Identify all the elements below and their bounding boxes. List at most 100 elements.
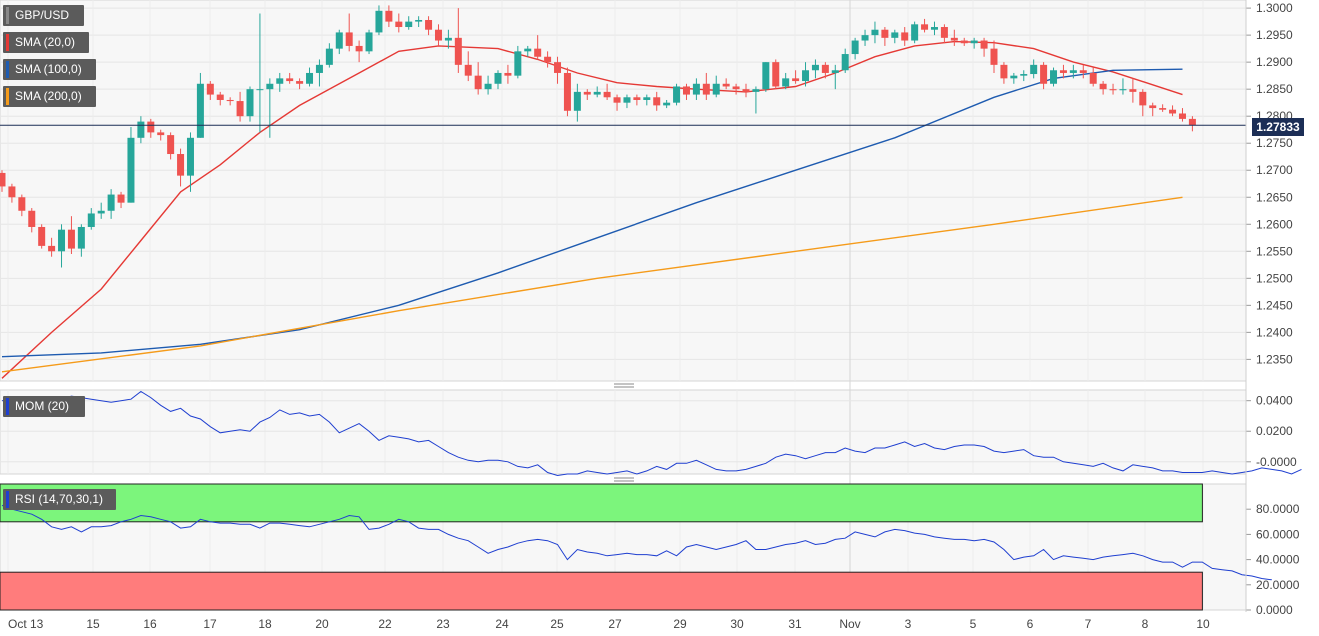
price-tick-label: 1.2400 xyxy=(1256,325,1293,339)
candle-body xyxy=(901,32,909,41)
candle-body xyxy=(345,32,353,46)
candle-body xyxy=(276,78,284,84)
candle-body xyxy=(1000,64,1008,79)
candle xyxy=(891,29,899,44)
mom-tick-label: -0.0000 xyxy=(1256,455,1297,469)
candle xyxy=(583,89,591,100)
legend-sma200[interactable]: SMA (200,0) xyxy=(3,86,96,107)
candle-body xyxy=(484,83,492,90)
candle xyxy=(256,13,264,133)
candle xyxy=(554,56,562,84)
candle-body xyxy=(831,70,839,73)
candle xyxy=(1109,83,1117,95)
legend-mom[interactable]: MOM (20) xyxy=(3,396,85,417)
candle xyxy=(1178,108,1186,122)
candle-body xyxy=(970,40,978,44)
panel-background-1 xyxy=(0,0,1247,382)
candle-body xyxy=(405,21,413,28)
legend-symbol[interactable]: GBP/USD xyxy=(3,5,84,26)
candle xyxy=(663,99,671,109)
candle-body xyxy=(653,97,661,106)
legend-sma20[interactable]: SMA (20,0) xyxy=(3,32,89,53)
x-tick-label: 27 xyxy=(608,617,622,631)
candle xyxy=(464,51,472,82)
candle xyxy=(157,129,165,141)
rsi-tick-label: 20.0000 xyxy=(1256,578,1300,592)
rsi-line xyxy=(1,504,1272,581)
legend-swatch xyxy=(6,491,9,508)
candle-body xyxy=(246,89,254,117)
candle xyxy=(1020,70,1028,82)
price-tick-label: 1.2550 xyxy=(1256,244,1293,258)
candle-body xyxy=(950,37,958,41)
candle xyxy=(673,83,681,106)
candle xyxy=(1099,81,1107,95)
candle xyxy=(504,64,512,84)
x-tick-label: 3 xyxy=(905,617,912,631)
x-tick-label: 8 xyxy=(1142,617,1149,631)
candle-body xyxy=(1099,83,1107,90)
candle xyxy=(206,81,214,100)
candle-body xyxy=(821,64,829,73)
candle-body xyxy=(315,64,323,73)
candle xyxy=(901,27,909,46)
candle xyxy=(940,24,948,44)
x-tick-label: Nov xyxy=(839,617,860,631)
candle-body xyxy=(464,64,472,76)
candle-body xyxy=(296,81,304,84)
x-tick-label: 22 xyxy=(378,617,392,631)
rsi-oversold-zone xyxy=(0,571,1203,611)
candle-body xyxy=(355,45,363,52)
rsi-tick-label: 40.0000 xyxy=(1256,553,1300,567)
candle xyxy=(444,29,452,49)
rsi-overbought-zone xyxy=(0,483,1203,523)
candle xyxy=(524,45,532,57)
candle-body xyxy=(712,83,720,95)
candle xyxy=(296,78,304,90)
candle xyxy=(177,148,185,187)
candle xyxy=(921,18,929,33)
candle-body xyxy=(38,226,46,246)
candle xyxy=(236,91,244,122)
candle xyxy=(127,127,135,203)
candle-body xyxy=(732,86,740,90)
candle-body xyxy=(177,154,185,176)
candle-body xyxy=(256,89,264,91)
candle xyxy=(58,224,66,268)
candle xyxy=(534,35,542,60)
candle-body xyxy=(752,89,760,92)
candle xyxy=(633,94,641,106)
candle xyxy=(345,13,353,52)
candle-body xyxy=(841,54,849,71)
candle xyxy=(484,75,492,95)
candle-body xyxy=(623,97,631,103)
candle xyxy=(167,132,175,160)
legend-sma100[interactable]: SMA (100,0) xyxy=(3,59,96,80)
candle xyxy=(375,5,383,36)
price-tick-label: 1.2350 xyxy=(1256,352,1293,366)
candle-body xyxy=(980,40,988,49)
candle xyxy=(434,24,442,46)
x-tick-label: Oct 13 xyxy=(8,617,44,631)
candle xyxy=(802,62,810,87)
x-tick-label: 20 xyxy=(315,617,329,631)
legend-swatch xyxy=(6,61,9,78)
candle xyxy=(18,194,26,217)
candle xyxy=(355,40,363,63)
candle-body xyxy=(583,91,591,95)
candle-body xyxy=(77,226,85,249)
candle-body xyxy=(325,48,333,65)
candle-body xyxy=(1030,64,1038,75)
candle xyxy=(1059,64,1067,79)
candle xyxy=(1188,116,1196,132)
legend-rsi[interactable]: RSI (14,70,30,1) xyxy=(3,489,116,510)
candle-body xyxy=(593,91,601,95)
candle xyxy=(196,72,204,138)
candle xyxy=(871,21,879,44)
candle xyxy=(821,62,829,79)
candle xyxy=(325,43,333,68)
candle xyxy=(752,86,760,114)
candle xyxy=(48,237,56,257)
candle-body xyxy=(940,27,948,38)
